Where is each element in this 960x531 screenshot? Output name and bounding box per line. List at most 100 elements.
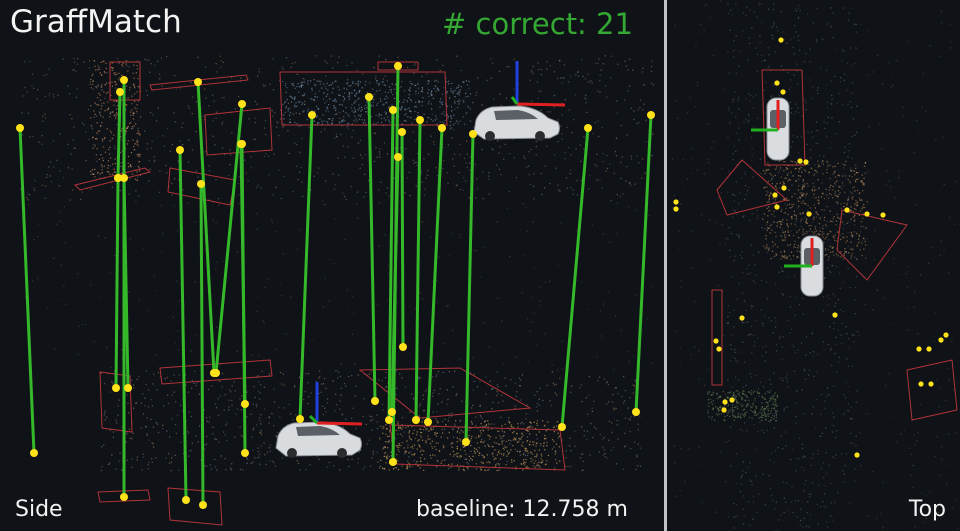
cloud-point <box>380 121 383 124</box>
cloud-point <box>460 69 462 72</box>
cloud-point <box>109 113 111 115</box>
cloud-point <box>835 224 837 226</box>
cloud-point <box>286 98 288 101</box>
cloud-point <box>92 73 94 75</box>
cloud-point <box>157 60 159 62</box>
cloud-point <box>435 279 438 281</box>
cloud-point <box>795 470 797 472</box>
cloud-point <box>795 415 797 418</box>
cloud-point <box>731 112 733 114</box>
cloud-point <box>771 414 774 416</box>
cloud-point <box>59 170 61 172</box>
cloud-point <box>99 113 101 115</box>
cloud-point <box>103 102 105 104</box>
cloud-point <box>790 171 792 173</box>
cloud-point <box>251 354 253 356</box>
cloud-point <box>782 448 784 450</box>
cloud-point <box>642 109 644 111</box>
cloud-point <box>813 186 815 188</box>
cloud-point <box>823 216 826 219</box>
cloud-point <box>93 116 95 118</box>
cloud-point <box>384 455 386 457</box>
cloud-point <box>277 122 279 124</box>
view-divider[interactable] <box>664 0 667 531</box>
match-line <box>387 109 395 421</box>
cloud-point <box>386 80 388 82</box>
side-view-panel[interactable]: GraffMatch # correct: 21 Side baseline: … <box>0 0 664 531</box>
cloud-point <box>849 286 851 289</box>
cloud-point <box>590 80 592 82</box>
cloud-point <box>896 60 898 62</box>
cloud-point <box>850 241 852 243</box>
landmark-point <box>398 128 406 136</box>
cloud-point <box>215 407 218 409</box>
cloud-point <box>559 60 561 62</box>
cloud-point <box>436 373 438 375</box>
cloud-point <box>348 91 351 94</box>
cloud-point <box>524 461 527 464</box>
cloud-point <box>160 57 163 59</box>
cloud-point <box>504 446 506 449</box>
cloud-point <box>447 420 449 422</box>
cloud-point <box>404 451 406 453</box>
cloud-point <box>777 171 779 174</box>
cloud-point <box>892 84 894 87</box>
cloud-point <box>584 78 586 80</box>
cloud-point <box>758 3 760 6</box>
cloud-point <box>472 404 474 406</box>
cloud-point <box>465 80 467 82</box>
cloud-point <box>139 90 142 92</box>
cloud-point <box>280 109 282 111</box>
cloud-point <box>764 504 767 506</box>
cloud-point <box>109 116 111 118</box>
cloud-point <box>797 35 799 37</box>
cloud-point <box>784 255 787 257</box>
cloud-point <box>121 74 123 76</box>
cloud-point <box>601 187 603 189</box>
cloud-point <box>533 421 535 423</box>
top-view-panel[interactable]: Top <box>667 0 960 531</box>
cloud-point <box>629 419 631 421</box>
cloud-point <box>836 49 838 51</box>
cloud-point <box>756 70 758 73</box>
cloud-point <box>434 80 436 82</box>
cloud-point <box>585 102 587 104</box>
cloud-point <box>125 108 127 110</box>
cloud-point <box>450 115 452 117</box>
cloud-point <box>560 77 562 79</box>
cloud-point <box>189 449 191 451</box>
cloud-point <box>860 221 863 223</box>
cloud-point <box>861 239 863 242</box>
cloud-point <box>819 154 821 157</box>
cloud-point <box>294 87 296 89</box>
cloud-point <box>768 200 770 202</box>
cloud-point <box>485 376 487 378</box>
cloud-point <box>195 101 197 103</box>
cloud-point <box>607 291 609 294</box>
cloud-point <box>798 205 800 207</box>
cloud-point <box>395 370 397 372</box>
cloud-point <box>788 88 790 91</box>
cloud-point <box>96 148 98 150</box>
cloud-point <box>808 496 811 498</box>
cloud-point <box>111 111 113 113</box>
cloud-point <box>348 115 350 117</box>
cloud-point <box>848 347 851 350</box>
cloud-point <box>260 445 262 447</box>
cloud-point <box>826 234 828 236</box>
cloud-point <box>90 87 92 89</box>
cloud-point <box>345 106 347 109</box>
top-view-canvas[interactable] <box>667 0 960 531</box>
cloud-point <box>846 178 849 180</box>
cloud-point <box>768 206 770 208</box>
cloud-point <box>735 515 737 517</box>
cloud-point <box>833 416 835 418</box>
cloud-point <box>95 154 97 156</box>
cloud-point <box>763 187 765 189</box>
cloud-point <box>96 97 99 99</box>
cloud-point <box>343 87 345 89</box>
cloud-point <box>108 153 111 155</box>
cloud-point <box>457 93 460 95</box>
side-view-canvas[interactable] <box>0 0 664 531</box>
cloud-point <box>303 398 305 401</box>
